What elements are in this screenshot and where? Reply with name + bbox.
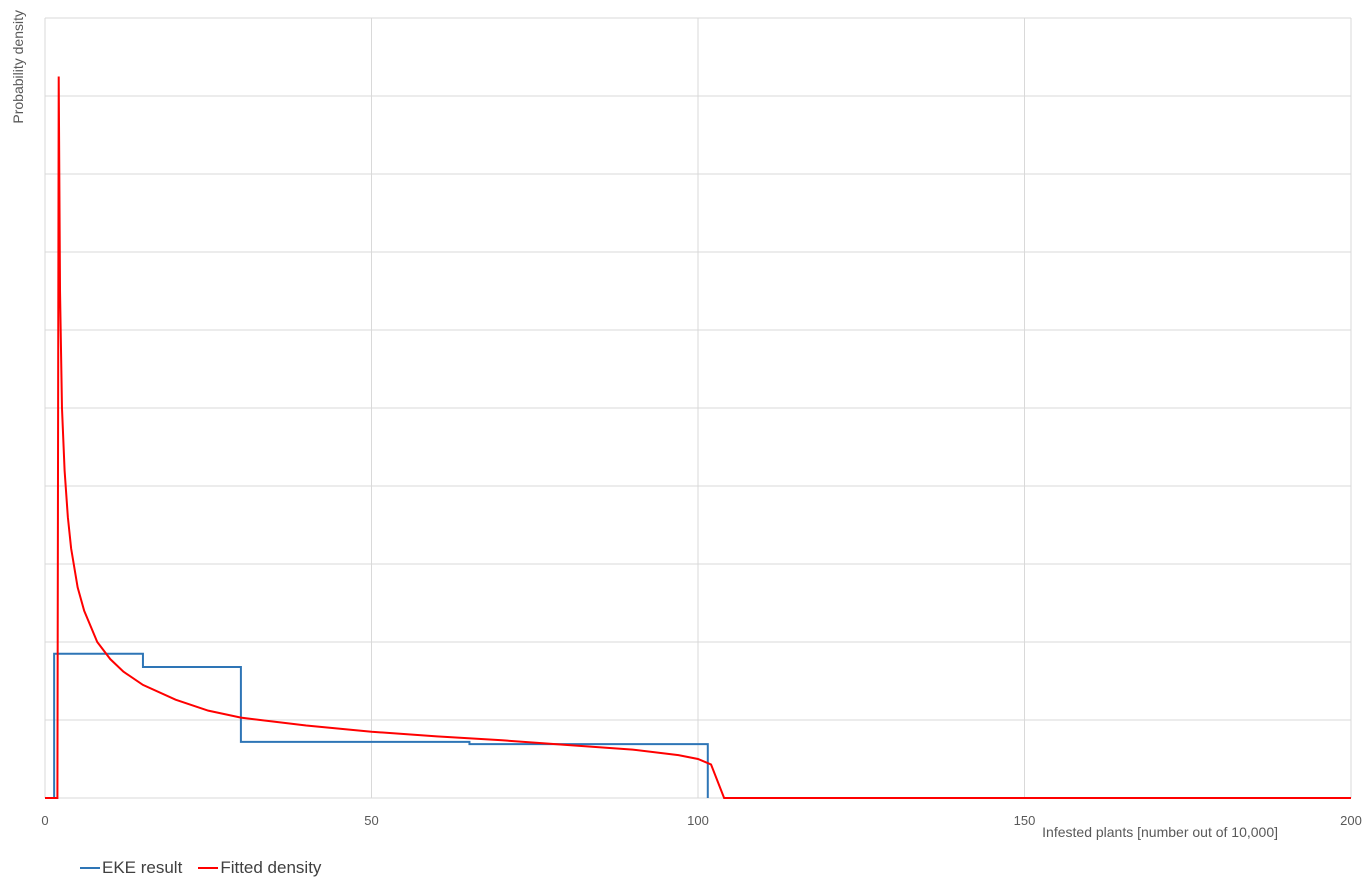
legend-item-fitted-density: Fitted density <box>198 858 321 878</box>
legend-label-eke-result: EKE result <box>102 858 183 877</box>
x-tick-label: 0 <box>41 813 48 828</box>
legend-item-eke-result: EKE result <box>80 858 182 878</box>
legend-label-fitted-density: Fitted density <box>220 858 322 877</box>
series-line-fitted-density <box>45 76 1351 799</box>
x-tick-label: 50 <box>364 813 378 828</box>
series-line-eke-result <box>53 652 709 798</box>
vertical-gridlines <box>44 18 1352 798</box>
series-layer <box>45 76 1351 799</box>
x-axis-title: Infested plants [number out of 10,000] <box>1042 824 1278 840</box>
legend-swatch-eke-result <box>80 867 100 869</box>
legend-swatch-fitted-density <box>198 867 219 869</box>
y-axis-title: Probability density <box>10 10 26 124</box>
legend: EKE result Fitted density <box>80 858 321 878</box>
x-tick-label: 100 <box>687 813 709 828</box>
x-tick-label: 200 <box>1340 813 1362 828</box>
x-tick-label: 150 <box>1014 813 1036 828</box>
x-tick-labels: 0 50 100 150 200 <box>41 813 1361 828</box>
